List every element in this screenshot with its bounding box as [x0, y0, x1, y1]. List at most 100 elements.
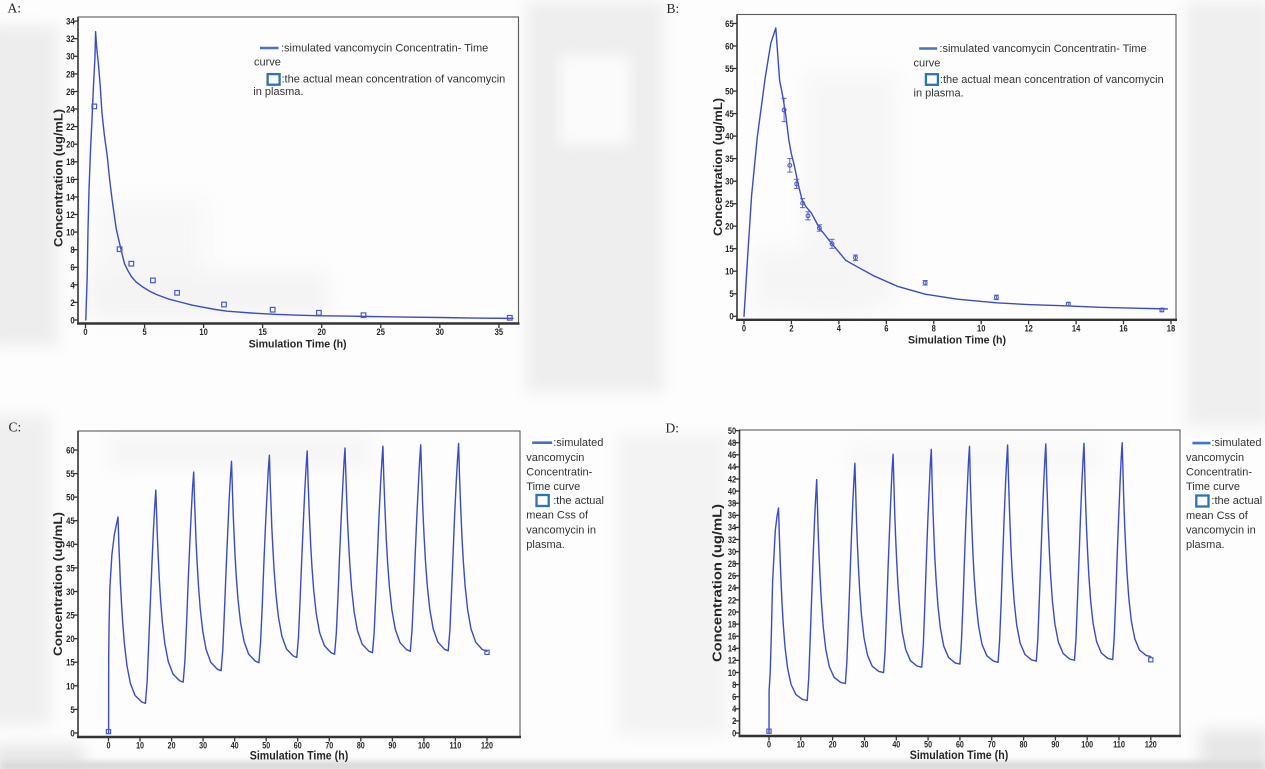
svg-text:70: 70 — [325, 741, 333, 751]
svg-text:25: 25 — [725, 199, 734, 210]
svg-text:10: 10 — [136, 741, 144, 751]
svg-text:B:: B: — [667, 1, 680, 16]
svg-text::the actual mean concentration: :the actual mean concentration of vancom… — [282, 73, 506, 85]
svg-text:C:: C: — [9, 420, 22, 435]
svg-text:20: 20 — [168, 741, 176, 751]
svg-text::simulated vancomycin Concentr: :simulated vancomycin Concentratin- Time — [281, 43, 488, 55]
svg-text:40: 40 — [231, 741, 239, 751]
svg-text:vancomycin in: vancomycin in — [526, 524, 596, 536]
svg-text:22: 22 — [728, 595, 736, 605]
svg-text:0: 0 — [83, 327, 87, 337]
svg-text:35: 35 — [66, 563, 75, 574]
svg-text:vancomycin in: vancomycin in — [1186, 524, 1256, 536]
svg-text:4: 4 — [837, 323, 842, 333]
svg-text:40: 40 — [725, 132, 734, 143]
svg-text:50: 50 — [725, 86, 734, 97]
svg-text:50: 50 — [66, 493, 75, 504]
svg-text:5: 5 — [70, 705, 75, 716]
svg-text:30: 30 — [66, 587, 75, 598]
svg-text:Simulation Time (h): Simulation Time (h) — [250, 749, 349, 763]
svg-text:Simulation Time (h): Simulation Time (h) — [249, 338, 347, 350]
svg-text:vancomycin: vancomycin — [1186, 452, 1244, 464]
svg-text:90: 90 — [1051, 740, 1059, 750]
svg-text:Concentratin-: Concentratin- — [1186, 466, 1252, 478]
svg-text:10: 10 — [199, 327, 207, 337]
svg-text:A:: A: — [8, 1, 22, 16]
svg-text:15: 15 — [258, 327, 266, 337]
svg-text:50: 50 — [262, 741, 270, 751]
svg-text:15: 15 — [66, 658, 75, 669]
svg-text:8: 8 — [70, 245, 74, 256]
svg-text:28: 28 — [728, 559, 736, 569]
svg-text:20: 20 — [829, 740, 837, 750]
svg-text:14: 14 — [728, 644, 737, 654]
svg-text:24: 24 — [66, 104, 75, 115]
svg-text:42: 42 — [728, 474, 736, 484]
svg-text:25: 25 — [377, 327, 385, 337]
svg-text:Concentration (ug/mL): Concentration (ug/mL) — [52, 109, 66, 247]
svg-text:20: 20 — [66, 140, 75, 151]
svg-text:10: 10 — [977, 323, 985, 333]
svg-text::simulated: :simulated — [553, 437, 603, 449]
svg-text:100: 100 — [418, 741, 430, 751]
svg-text:Concentratin-: Concentratin- — [526, 466, 592, 478]
svg-text:24: 24 — [728, 583, 737, 593]
svg-text:55: 55 — [66, 469, 75, 480]
svg-text:60: 60 — [66, 445, 75, 456]
svg-text:10: 10 — [725, 267, 734, 278]
svg-text:20: 20 — [318, 327, 326, 337]
svg-text:2: 2 — [789, 323, 793, 333]
svg-text:30: 30 — [436, 327, 444, 337]
svg-text:40: 40 — [728, 486, 736, 496]
svg-text::simulated: :simulated — [1211, 437, 1261, 449]
svg-text:Time curve: Time curve — [526, 481, 580, 493]
svg-text:30: 30 — [725, 177, 734, 188]
svg-text:35: 35 — [495, 327, 503, 337]
svg-text:38: 38 — [728, 498, 736, 508]
svg-text:16: 16 — [1119, 323, 1127, 333]
svg-text:30: 30 — [861, 740, 869, 750]
svg-text:50: 50 — [924, 740, 932, 750]
svg-text:90: 90 — [388, 741, 396, 751]
svg-text:60: 60 — [956, 740, 964, 750]
svg-text:5: 5 — [729, 289, 734, 300]
svg-text:curve: curve — [254, 57, 281, 69]
svg-text:10: 10 — [728, 668, 736, 678]
svg-text:50: 50 — [728, 426, 736, 436]
svg-text:30: 30 — [728, 547, 736, 557]
svg-text:in plasma.: in plasma. — [253, 86, 303, 98]
svg-text:0: 0 — [70, 315, 74, 326]
svg-text:16: 16 — [728, 632, 736, 642]
svg-text:100: 100 — [1081, 740, 1093, 750]
svg-text:6: 6 — [732, 692, 736, 702]
svg-text:10: 10 — [66, 228, 75, 239]
svg-text:8: 8 — [932, 323, 936, 333]
svg-text:32: 32 — [728, 535, 736, 545]
svg-text:55: 55 — [725, 64, 734, 75]
svg-text:5: 5 — [142, 327, 146, 337]
svg-text:mean Css of: mean Css of — [1186, 510, 1249, 522]
svg-text::the actual mean concentration: :the actual mean concentration of vancom… — [940, 74, 1164, 86]
svg-text:32: 32 — [66, 34, 75, 45]
svg-text:65: 65 — [725, 19, 734, 30]
svg-text:44: 44 — [728, 462, 737, 472]
svg-text:30: 30 — [66, 52, 75, 63]
svg-text:18: 18 — [1167, 323, 1175, 333]
svg-text:26: 26 — [66, 87, 75, 98]
svg-text:20: 20 — [725, 222, 734, 233]
svg-text:curve: curve — [914, 58, 941, 70]
svg-text:8: 8 — [732, 680, 736, 690]
svg-text:45: 45 — [66, 516, 75, 527]
svg-text:26: 26 — [728, 571, 736, 581]
svg-text::the actual: :the actual — [1211, 495, 1262, 507]
svg-text:120: 120 — [481, 741, 493, 751]
svg-text:6: 6 — [884, 323, 888, 333]
svg-text:110: 110 — [1113, 740, 1125, 750]
svg-text::simulated vancomycin Concentr: :simulated vancomycin Concentratin- Time — [939, 43, 1146, 55]
svg-text:34: 34 — [728, 523, 737, 533]
svg-text:70: 70 — [988, 740, 996, 750]
svg-text:60: 60 — [294, 741, 302, 751]
svg-text:4: 4 — [70, 280, 75, 291]
svg-text:40: 40 — [892, 740, 900, 750]
svg-text:48: 48 — [728, 438, 736, 448]
